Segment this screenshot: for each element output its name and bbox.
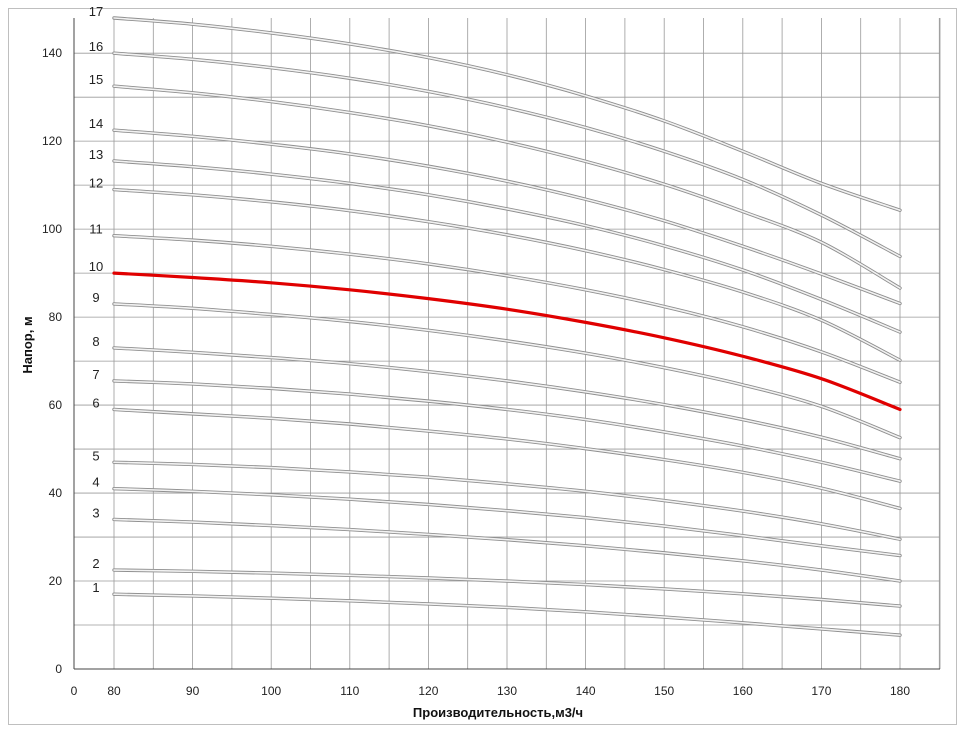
pump-curve-5 [113, 461, 901, 541]
curve-label-4: 4 [92, 475, 99, 490]
x-tick-label: 150 [654, 684, 674, 698]
pump-curve-12 [113, 188, 901, 362]
x-tick-label: 0 [71, 684, 78, 698]
x-tick-label: 130 [497, 684, 517, 698]
x-tick-label: 180 [890, 684, 910, 698]
axes [73, 18, 940, 670]
pump-curve-4 [113, 487, 901, 557]
curve-label-16: 16 [89, 39, 103, 54]
y-tick-label: 140 [42, 46, 62, 60]
x-tick-label: 90 [186, 684, 200, 698]
curve-label-14: 14 [89, 116, 103, 131]
curve-label-13: 13 [89, 147, 103, 162]
y-axis-title: Напор, м [20, 316, 35, 373]
pump-curve-9 [113, 303, 901, 439]
curve-label-17: 17 [89, 4, 103, 19]
curve-label-3: 3 [92, 505, 99, 520]
curve-label-11: 11 [89, 222, 103, 237]
y-tick-label: 0 [55, 662, 62, 676]
x-tick-label: 100 [261, 684, 281, 698]
curve-label-6: 6 [92, 395, 99, 410]
pump-curve-8 [113, 347, 901, 460]
pump-curve-10 [112, 271, 902, 412]
pump-curve-7 [113, 380, 901, 482]
curve-label-12: 12 [89, 176, 103, 191]
curve-label-8: 8 [92, 334, 99, 349]
pump-curve-1 [113, 593, 901, 636]
pump-curve-2 [113, 569, 901, 607]
y-tick-label: 60 [49, 398, 63, 412]
y-tick-label: 80 [49, 310, 63, 324]
x-tick-labels: 0 80 90 100 110 120 130 140 150 160 170 180 [71, 684, 911, 698]
pump-curve-14 [113, 129, 901, 305]
x-tick-label: 80 [107, 684, 121, 698]
y-tick-label: 40 [49, 486, 63, 500]
x-tick-label: 140 [576, 684, 596, 698]
pump-curve-15 [113, 85, 901, 289]
x-tick-label: 120 [418, 684, 438, 698]
curve-label-9: 9 [92, 290, 99, 305]
x-axis-title: Производительность,м3/ч [413, 705, 583, 720]
y-tick-label: 20 [49, 574, 63, 588]
pump-curve-16 [113, 52, 901, 258]
pump-curve-3 [113, 518, 901, 582]
curve-label-10: 10 [89, 259, 103, 274]
curve-label-15: 15 [89, 72, 103, 87]
x-tick-label: 110 [340, 684, 359, 698]
x-tick-label: 160 [733, 684, 753, 698]
y-tick-label: 120 [42, 134, 62, 148]
curves [112, 16, 902, 637]
curve-label-2: 2 [92, 556, 99, 571]
pump-curve-11 [113, 234, 901, 384]
curve-label-1: 1 [92, 580, 99, 595]
x-tick-label: 170 [811, 684, 831, 698]
curve-label-5: 5 [92, 448, 99, 463]
pump-curve-17 [113, 17, 901, 212]
pump-curve-13 [113, 160, 901, 333]
pump-curve-6 [113, 408, 901, 510]
curve-label-7: 7 [92, 367, 99, 382]
y-tick-label: 100 [42, 222, 62, 236]
y-tick-labels: 0 20 40 60 80 100 120 140 [42, 46, 62, 676]
